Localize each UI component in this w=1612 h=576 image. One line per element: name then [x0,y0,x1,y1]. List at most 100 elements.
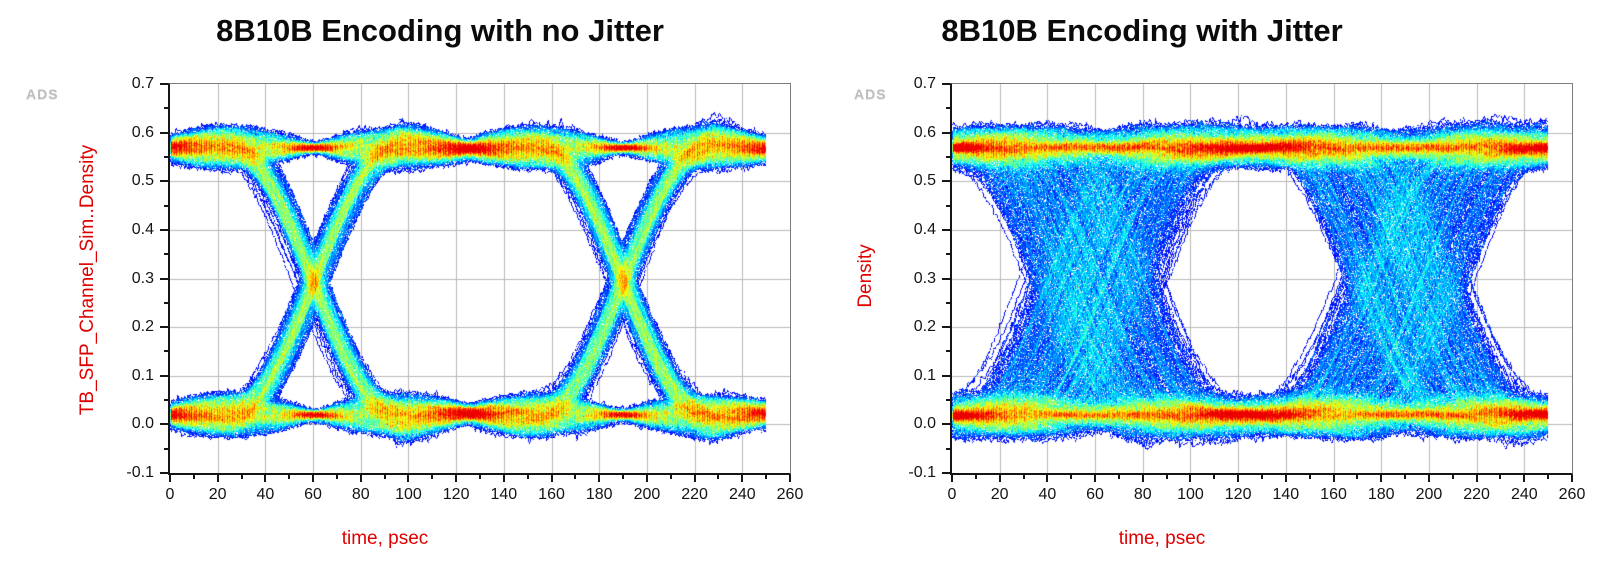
x-minor-tick [383,475,386,479]
y-minor-tick [164,399,168,402]
y-major-tick [942,228,950,231]
x-minor-tick [192,475,195,479]
plot-area [950,83,1573,475]
x-minor-tick [526,475,529,479]
x-tick-label: 140 [490,486,518,503]
y-major-tick [160,277,168,280]
x-axis-label: time, psec [341,528,429,549]
x-tick-label: 80 [1133,486,1152,503]
y-tick-label: -0.1 [908,464,936,481]
y-major-tick [942,374,950,377]
x-major-tick [1427,475,1430,482]
x-major-tick [1141,475,1144,482]
y-minor-tick [946,447,950,450]
x-minor-tick [574,475,577,479]
x-minor-tick [1547,475,1550,479]
x-tick-label: 80 [351,486,370,503]
y-axis-label: Density [855,244,876,308]
y-tick-label: 0.7 [131,75,154,92]
y-major-tick [160,180,168,183]
x-major-tick [1046,475,1049,482]
x-major-tick [1189,475,1192,482]
y-minor-tick [946,155,950,158]
y-tick-label: 0.6 [913,123,936,141]
x-major-tick [264,475,267,482]
y-tick-label: 0.4 [131,220,154,238]
x-minor-tick [1117,475,1120,479]
y-major-tick [942,180,950,183]
x-tick-label: 140 [1272,486,1300,503]
y-minor-tick [946,350,950,353]
y-minor-tick [946,107,950,110]
x-minor-tick [1356,475,1359,479]
x-minor-tick [717,475,720,479]
x-major-tick [951,475,953,482]
y-tick-label: 0.5 [913,172,936,190]
x-tick-label: 0 [947,486,957,503]
y-tick-label: 0.2 [913,318,936,336]
x-major-tick [1475,475,1478,482]
y-minor-tick [164,301,168,304]
x-major-tick [1571,475,1573,482]
x-minor-tick [479,475,481,479]
y-major-tick [160,423,168,426]
y-major-tick [160,83,168,85]
x-minor-tick [1404,475,1407,479]
y-major-tick [942,131,950,134]
x-tick-label: 200 [633,486,661,503]
y-tick-label: 0.0 [131,415,154,433]
x-major-tick [216,475,219,482]
x-minor-tick [1308,475,1311,479]
y-tick-label: 0.3 [913,269,936,287]
y-tick-label: 0.4 [913,220,936,238]
x-axis-label: time, psec [1118,528,1206,549]
x-minor-tick [622,475,625,479]
x-tick-label: 100 [395,486,422,503]
y-major-tick [160,326,168,329]
x-minor-tick [765,475,768,479]
x-major-tick [645,475,648,482]
y-major-tick [942,423,950,426]
y-tick-label: 0.1 [913,366,936,384]
x-tick-label: 120 [442,486,470,503]
y-major-tick [160,374,168,377]
y-tick-label: 0.5 [131,172,154,190]
y-minor-tick [946,399,950,402]
y-minor-tick [164,155,168,158]
y-major-tick [942,83,950,85]
ads-logo-watermark: ADS [26,86,59,102]
x-tick-label: 40 [1038,486,1057,503]
y-tick-label: -0.1 [126,464,154,481]
x-minor-tick [1451,475,1454,479]
x-major-tick [359,475,362,482]
x-minor-tick [974,475,977,479]
x-minor-tick [288,475,291,479]
x-major-tick [1332,475,1335,482]
x-tick-label: 60 [304,486,322,503]
x-tick-label: 20 [208,486,227,503]
x-minor-tick [1261,475,1263,479]
x-major-tick [455,475,458,482]
y-major-tick [942,277,950,280]
y-minor-tick [164,447,168,450]
x-major-tick [598,475,601,482]
x-minor-tick [1499,475,1502,479]
y-major-tick [942,326,950,329]
y-major-tick [160,472,168,474]
y-tick-label: 0.0 [913,415,936,433]
x-major-tick [407,475,410,482]
x-tick-label: 180 [585,486,613,503]
x-tick-label: 260 [776,486,804,503]
x-major-tick [550,475,553,482]
x-major-tick [1237,475,1240,482]
x-minor-tick [1022,475,1025,479]
y-tick-label: 0.1 [131,366,154,384]
x-tick-label: 160 [538,486,565,503]
chart-title: 8B10B Encoding with no Jitter [216,13,664,48]
plot-area [168,83,791,475]
x-major-tick [1523,475,1526,482]
x-tick-label: 220 [1463,486,1490,503]
x-major-tick [789,475,791,482]
y-tick-label: 0.2 [131,318,154,336]
